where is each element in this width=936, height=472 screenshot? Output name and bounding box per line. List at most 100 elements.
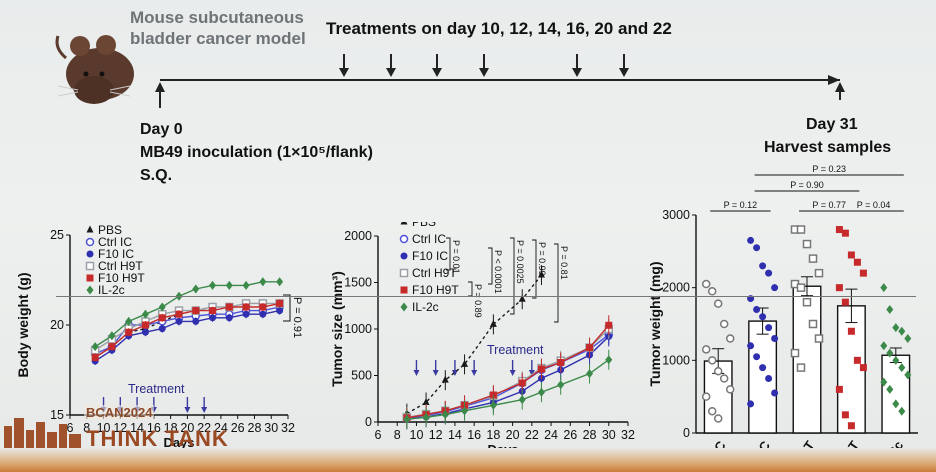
data-point — [707, 287, 717, 296]
y-tick-label: 20 — [50, 318, 64, 332]
data-point — [853, 258, 861, 266]
data-point — [886, 304, 894, 314]
model-title-line2: bladder cancer model — [130, 29, 306, 48]
y-tick-label: 500 — [351, 369, 372, 383]
data-point — [859, 364, 867, 372]
legend-entry: Ctrl H9T — [98, 259, 143, 273]
legend-entry: F10 H9T — [98, 271, 145, 285]
data-point — [158, 314, 166, 322]
data-point — [841, 229, 849, 237]
data-point — [192, 317, 200, 325]
data-point — [225, 280, 233, 290]
x-tick-label: 16 — [467, 428, 481, 442]
data-point — [125, 328, 133, 336]
model-title-line1: Mouse subcutaneous — [130, 8, 304, 27]
data-point — [880, 283, 888, 293]
pvalue-label: P = 0.01 — [451, 240, 461, 274]
treatment-arrow-head — [432, 370, 439, 376]
y-tick-label: 15 — [50, 408, 64, 422]
y-tick-label: 1500 — [344, 276, 372, 290]
x-tick-label: 10 — [97, 421, 111, 435]
legend-entry: F10 H9T — [412, 283, 459, 297]
data-point — [771, 389, 779, 397]
series-line — [94, 309, 280, 362]
data-point — [276, 277, 284, 287]
legend-marker — [86, 285, 94, 295]
data-point — [802, 239, 812, 249]
y-axis-label: Tumor size (mm³) — [329, 271, 345, 387]
x-tick-label: 22 — [525, 428, 539, 442]
data-point — [835, 226, 843, 234]
legend-marker — [86, 250, 94, 258]
pvalue-bracket — [283, 294, 291, 322]
data-point — [835, 284, 843, 292]
data-point — [141, 328, 149, 336]
data-point — [461, 406, 469, 416]
data-point — [209, 280, 217, 290]
day0-route: S.Q. — [140, 167, 173, 184]
data-point — [771, 335, 779, 343]
data-point — [713, 299, 723, 308]
data-point — [759, 313, 767, 321]
x-tick-label: 20 — [180, 421, 194, 435]
data-point — [713, 366, 723, 376]
data-point — [403, 414, 411, 424]
data-point — [880, 341, 888, 351]
x-tick-label: 30 — [602, 428, 616, 442]
tumor-size-chart: 6 8 10 12 14 16 18 20 22 24 26 28 30 32 0 500 1000 1500 20… — [329, 222, 635, 457]
y-tick-label: 1000 — [344, 322, 372, 336]
x-tick-label: 18 — [486, 428, 500, 442]
x-tick-label: 24 — [214, 421, 228, 435]
day31-desc: Harvest samples — [764, 139, 892, 156]
series-line — [406, 334, 610, 419]
data-point — [489, 400, 497, 410]
data-point — [725, 334, 735, 343]
data-point — [175, 317, 183, 325]
data-point — [898, 326, 906, 336]
x-tick-label: 6 — [67, 421, 74, 435]
data-point — [898, 363, 906, 373]
legend-entry: PBS — [412, 222, 436, 229]
data-point — [841, 411, 849, 419]
legend-entry: Ctrl IC — [412, 232, 446, 246]
timeline — [155, 54, 845, 108]
y-tick-label: 3000 — [662, 208, 690, 222]
treatment-arrow-head — [201, 407, 208, 413]
timeline-arrowhead — [828, 75, 840, 85]
bar — [881, 354, 911, 434]
data-point — [796, 283, 806, 292]
data-point — [835, 385, 843, 393]
pvalue-label: P = 0.0025 — [515, 240, 525, 284]
x-tick-label: 8 — [83, 421, 90, 435]
data-point — [422, 397, 430, 405]
data-point — [518, 294, 526, 302]
pvalue-bracket — [510, 237, 515, 315]
legend-entry: F10 IC — [98, 247, 134, 261]
series-line — [406, 324, 610, 419]
data-point — [518, 395, 526, 405]
data-point — [847, 251, 855, 259]
data-point — [158, 302, 166, 312]
data-point — [175, 310, 183, 318]
treatment-label: Treatment — [487, 343, 544, 357]
x-tick-label: 14 — [448, 428, 462, 442]
data-point — [259, 303, 267, 311]
legend-marker — [86, 225, 94, 233]
data-point — [225, 303, 233, 311]
x-tick-label: 16 — [147, 421, 161, 435]
x-tick-label: 10 — [410, 428, 424, 442]
data-point — [747, 400, 755, 408]
comparison-pvalue: P = 0.90 — [790, 180, 824, 190]
x-tick-label: 14 — [130, 421, 144, 435]
treatment-arrow-head — [451, 370, 458, 376]
data-point — [796, 225, 806, 234]
series-line — [94, 302, 280, 358]
data-point — [892, 323, 900, 333]
skyline-icon — [4, 418, 81, 448]
data-point — [771, 284, 779, 292]
legend-entry: Ctrl IC — [98, 235, 132, 249]
data-point — [537, 270, 545, 278]
data-point — [259, 310, 267, 318]
data-point — [886, 348, 894, 358]
